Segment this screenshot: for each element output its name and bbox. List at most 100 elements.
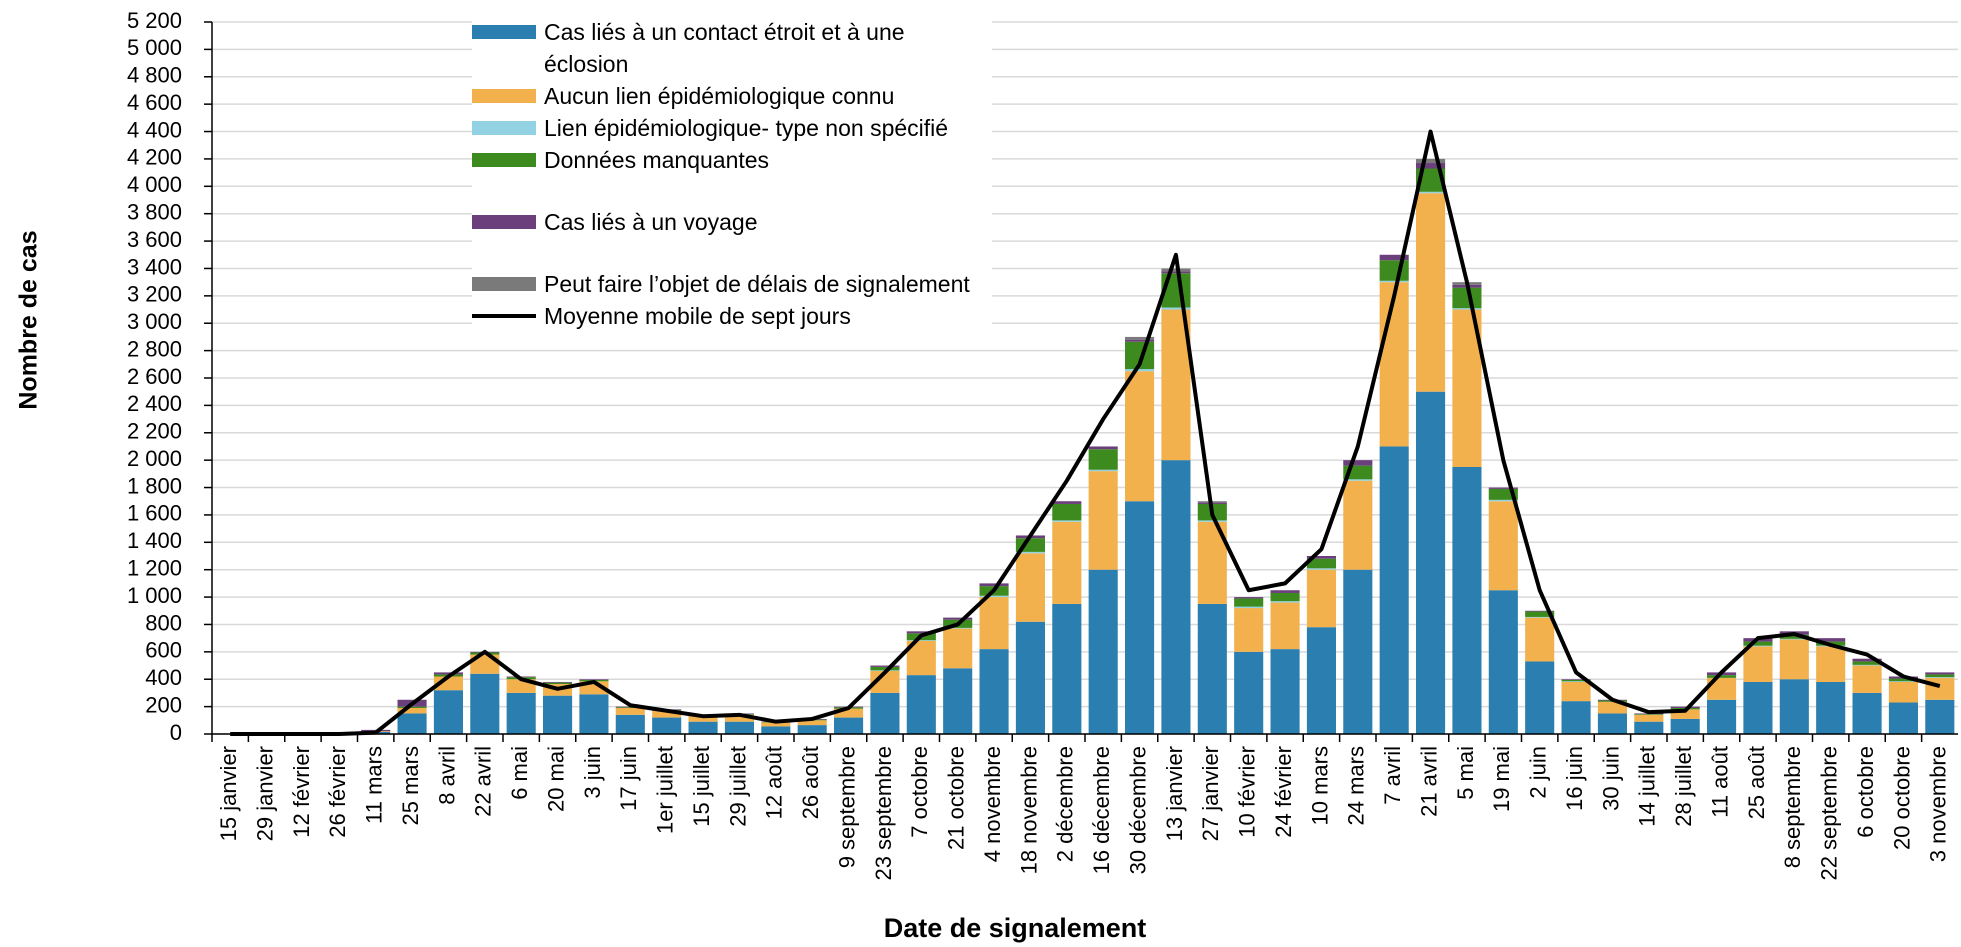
y-tick-label: 4 200 (127, 145, 182, 170)
bar-segment (1270, 590, 1300, 593)
bar-segment (979, 649, 1009, 734)
y-tick-label: 4 000 (127, 172, 182, 197)
bar-segment (1052, 520, 1082, 522)
x-tick-label: 13 janvier (1162, 746, 1187, 841)
bar-segment (1670, 709, 1700, 719)
bar-segment (1888, 681, 1918, 703)
bar-segment (652, 710, 682, 718)
bar-segment (906, 640, 936, 641)
y-tick-label: 3 200 (127, 282, 182, 307)
bar-segment (1925, 677, 1955, 678)
legend-swatch (472, 153, 536, 167)
bar-segment (1707, 675, 1737, 678)
bar-segment (1925, 674, 1955, 678)
bar-segment (1416, 163, 1446, 169)
x-tick-label: 22 avril (471, 746, 496, 817)
bar-segment (1561, 701, 1591, 734)
legend-label: Peut faire l’objet de délais de signalem… (544, 271, 970, 297)
y-tick-label: 200 (145, 692, 182, 717)
bar-segment (761, 726, 791, 734)
x-tick-label: 2 décembre (1053, 746, 1078, 862)
bar-segment (943, 628, 973, 669)
x-tick-label: 1er juillet (653, 746, 678, 834)
legend-item: Données manquantes (472, 144, 992, 176)
x-tick-label: 6 mai (507, 746, 532, 800)
bar-segment (1125, 336, 1155, 340)
x-tick-label: 18 novembre (1016, 746, 1041, 874)
bar-segment (1743, 646, 1773, 682)
y-tick-label: 0 (170, 720, 182, 745)
legend-item: Aucun lien épidémiologique connu (472, 80, 992, 112)
bar-segment (1416, 158, 1446, 164)
y-tick-label: 2 000 (127, 446, 182, 471)
bar-segment (1816, 681, 1846, 734)
bar-segment (1707, 699, 1737, 734)
y-tick-label: 2 600 (127, 364, 182, 389)
bar-segment (943, 627, 973, 629)
bar-segment (1270, 649, 1300, 734)
x-tick-label: 30 juin (1598, 746, 1623, 811)
x-tick-label: 16 décembre (1089, 746, 1114, 874)
bar-segment (870, 665, 900, 667)
bar-segment (1816, 638, 1846, 642)
x-tick-label: 21 avril (1416, 746, 1441, 817)
x-tick-label: 8 avril (434, 746, 459, 805)
x-tick-label: 23 septembre (871, 746, 896, 881)
y-axis-title: Nombre de cas (15, 230, 43, 409)
bar-segment (1125, 369, 1155, 372)
x-tick-label: 15 juillet (689, 746, 714, 827)
legend-swatch (472, 121, 536, 135)
bar-segment (979, 583, 1009, 587)
bar-segment (1488, 501, 1518, 591)
bar-segment (1015, 621, 1045, 734)
bar-segment (1670, 718, 1700, 734)
bar-segment (724, 714, 754, 722)
legend-label: Aucun lien épidémiologique connu (544, 83, 895, 109)
bar-segment (1561, 681, 1591, 682)
bar-segment (1379, 446, 1409, 734)
x-tick-label: 20 mai (543, 746, 568, 812)
bar-segment (797, 725, 827, 734)
legend-label: Données manquantes (544, 147, 770, 173)
bar-segment (433, 690, 463, 734)
bar-segment (1707, 677, 1737, 700)
bar-segment (1270, 592, 1300, 602)
bar-segment (1234, 597, 1264, 599)
bar-segment (1270, 602, 1300, 650)
legend-item: Cas liés à un voyage (472, 206, 992, 238)
bar-segment (688, 721, 718, 734)
legend-item: Cas liés à un contact étroit et à une éc… (472, 16, 992, 80)
x-tick-label: 27 janvier (1198, 746, 1223, 841)
x-tick-label: 22 septembre (1817, 746, 1842, 881)
y-tick-label: 3 800 (127, 200, 182, 225)
bar-segment (906, 675, 936, 734)
bar-segment (1852, 665, 1882, 693)
bar-segment (470, 673, 500, 734)
x-tick-label: 28 juillet (1671, 746, 1696, 827)
x-axis-title: Date de signalement (884, 913, 1147, 943)
bar-segment (506, 692, 536, 734)
legend-swatch (472, 25, 536, 39)
bar-segment (397, 707, 427, 714)
legend-item: Peut faire l’objet de délais de signalem… (472, 268, 992, 300)
bar-segment (1525, 616, 1555, 618)
bar-segment (1125, 501, 1155, 734)
x-tick-label: 25 août (1744, 746, 1769, 819)
y-tick-label: 1 600 (127, 501, 182, 526)
bar-segment (1379, 254, 1409, 261)
bar-segment (1852, 661, 1882, 665)
bar-segment (543, 681, 573, 683)
bar-segment (1015, 553, 1045, 622)
x-tick-label: 9 septembre (834, 746, 859, 868)
bar-segment (1779, 638, 1809, 640)
bar-segment (1088, 469, 1118, 472)
x-tick-label: 3 novembre (1926, 746, 1951, 862)
y-tick-label: 1 200 (127, 556, 182, 581)
bar-segment (1525, 611, 1555, 617)
y-tick-label: 4 600 (127, 90, 182, 115)
x-tick-label: 11 mars (362, 746, 387, 824)
x-tick-label: 3 juin (580, 746, 605, 799)
bar-segment (761, 722, 791, 727)
x-tick-label: 26 février (325, 746, 350, 838)
bar-segment (615, 714, 645, 734)
